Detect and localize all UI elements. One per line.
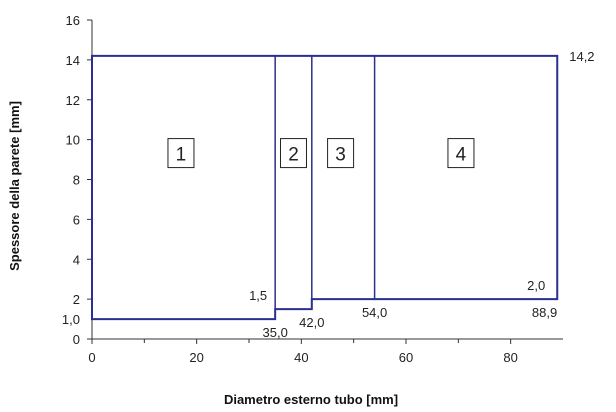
x-tick-label: 80 <box>503 350 517 365</box>
value-annotation: 35,0 <box>263 325 288 340</box>
y-axis-title: Spessore della parete [mm] <box>7 101 22 271</box>
y-tick-label: 4 <box>73 252 80 267</box>
region-layer: 1 2 3 4 <box>167 138 475 169</box>
y-tick-label: 2 <box>73 292 80 307</box>
y-tick-label: 8 <box>73 173 80 188</box>
region-label-box <box>279 138 307 169</box>
value-annotation: 1,0 <box>62 312 80 327</box>
wall-thickness-outline <box>91 54 559 321</box>
region-label-text: 4 <box>456 145 467 166</box>
region-label-box <box>447 138 475 169</box>
y-tick-label: 0 <box>73 332 80 347</box>
value-annotation: 14,2 <box>569 49 594 64</box>
value-annotation: 54,0 <box>362 305 387 320</box>
x-tick-label: 60 <box>399 350 413 365</box>
y-tick-label: 16 <box>66 13 80 28</box>
y-tick-label: 14 <box>66 53 80 68</box>
x-tick-label: 40 <box>294 350 308 365</box>
region-label-box <box>327 138 355 169</box>
x-tick-label: 0 <box>88 350 95 365</box>
value-annotation: 2,0 <box>527 278 545 293</box>
y-tick-label: 10 <box>66 133 80 148</box>
region-label-text: 3 <box>335 145 346 166</box>
value-annotation: 42,0 <box>299 315 324 330</box>
value-annotation: 1,5 <box>249 288 267 303</box>
region-label-4: 4 <box>447 138 475 169</box>
region-label-2: 2 <box>279 138 307 169</box>
region-label-text: 1 <box>176 145 187 166</box>
region-label-3: 3 <box>327 138 355 169</box>
series-layer <box>91 54 559 321</box>
y-tick-label: 6 <box>73 212 80 227</box>
annotation-layer: 1,0 1,5 35,0 42,0 54,0 2,0 88,9 14,2 <box>62 49 595 340</box>
value-annotation: 88,9 <box>532 305 557 320</box>
region-label-box <box>167 138 195 169</box>
region-label-text: 2 <box>288 145 299 166</box>
y-tick-label: 12 <box>66 93 80 108</box>
region-label-1: 1 <box>167 138 195 169</box>
x-tick-label: 20 <box>189 350 203 365</box>
x-axis-title: Diametro esterno tubo [mm] <box>224 392 398 407</box>
